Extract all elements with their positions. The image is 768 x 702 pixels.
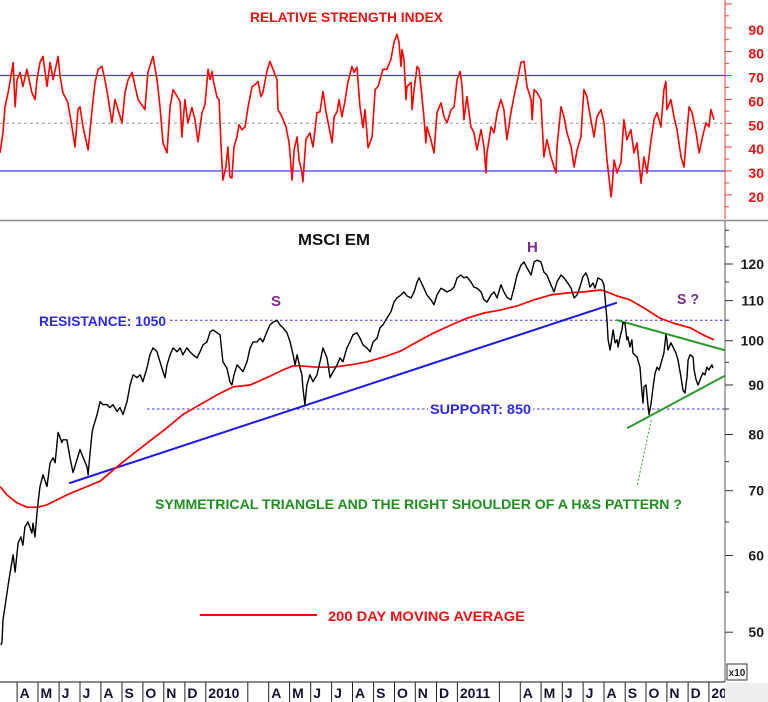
price-chart-title: MSCI EM: [298, 232, 370, 249]
axis-multiplier-badge: x10: [726, 663, 748, 681]
price-tick-label: 60: [748, 548, 764, 564]
rsi-tick-label: 80: [748, 46, 764, 62]
price-tick-label: 50: [748, 624, 764, 640]
price-tick-label: 70: [748, 483, 764, 499]
month-label: M: [292, 685, 304, 701]
support-label: SUPPORT: 850: [430, 401, 531, 417]
month-label: S: [125, 685, 134, 701]
month-label: 20: [711, 685, 727, 701]
month-label: J: [62, 685, 70, 701]
left-shoulder-label: S: [271, 293, 281, 310]
month-label: J: [83, 685, 91, 701]
price-tick-label: 90: [748, 377, 764, 393]
price-panel: 50 60 70 80 90 100 110 120 MSCI EM RESISTANCE: …: [0, 221, 764, 682]
month-label: D: [187, 685, 197, 701]
month-label: A: [103, 685, 113, 701]
rsi-tick-label: 20: [748, 189, 764, 205]
month-label: A: [607, 685, 617, 701]
month-label: S: [376, 685, 385, 701]
legend-ma-label: 200 DAY MOVING AVERAGE: [328, 608, 525, 624]
month-label: 2011: [460, 685, 491, 701]
rsi-tick-label: 50: [748, 117, 764, 133]
axis-corner: [725, 682, 768, 702]
price-tick-label: 100: [741, 333, 765, 349]
month-label: J: [334, 685, 342, 701]
month-label: A: [523, 685, 533, 701]
month-label: S: [628, 685, 637, 701]
time-axis: A M J J A S O N D 2010 A M J J A S O N D 2011 A M J J A S O N D 20: [0, 681, 768, 702]
month-label: N: [418, 685, 428, 701]
rsi-tick-label: 30: [748, 165, 764, 181]
month-label: N: [669, 685, 679, 701]
month-label: J: [565, 685, 573, 701]
rsi-tick-label: 40: [748, 141, 764, 157]
right-shoulder-label: S ?: [677, 291, 699, 308]
time-axis-ticks: A M J J A S O N D 2010 A M J J A S O N D 2011 A M J J A S O N D 20: [16, 682, 727, 702]
rsi-line: [0, 33, 715, 198]
msci-em-price-line: [0, 259, 714, 646]
month-label: A: [20, 685, 30, 701]
rsi-tick-label: 70: [748, 70, 764, 86]
triangle-upper-line: [616, 319, 725, 351]
resistance-label: RESISTANCE: 1050: [39, 313, 166, 329]
month-label: A: [355, 685, 365, 701]
triangle-lower-line: [626, 375, 725, 429]
rsi-title: RELATIVE STRENGTH INDEX: [250, 9, 444, 25]
month-label: M: [544, 685, 556, 701]
month-label: D: [439, 685, 449, 701]
month-label: N: [166, 685, 176, 701]
rsi-tick-label: 90: [748, 22, 764, 38]
pattern-note: SYMMETRICAL TRIANGLE AND THE RIGHT SHOUL…: [155, 496, 682, 512]
rsi-panel: 20 30 40 50 60 70 80 90 RELATIVE STRENGTH INDEX: [0, 0, 764, 219]
month-label: D: [691, 685, 701, 701]
month-label: M: [41, 685, 53, 701]
legend: 200 DAY MOVING AVERAGE: [200, 608, 525, 624]
multiplier-box: [726, 663, 748, 681]
head-label: H: [527, 239, 538, 256]
month-label: 2010: [208, 685, 239, 701]
note-pointer-line: [636, 419, 652, 487]
month-label: J: [313, 685, 321, 701]
month-label: J: [586, 685, 594, 701]
month-label: A: [271, 685, 281, 701]
price-axis-ticks: 50 60 70 80 90 100 110 120: [725, 229, 765, 640]
uptrend-support-line: [68, 301, 618, 484]
price-tick-label: 120: [741, 256, 765, 272]
rsi-axis-ticks: 20 30 40 50 60 70 80 90: [725, 3, 764, 208]
trendlines: [68, 301, 725, 484]
price-tick-label: 110: [741, 293, 764, 309]
month-label: O: [649, 685, 660, 701]
rsi-tick-label: 60: [748, 93, 764, 109]
price-tick-label: 80: [748, 427, 764, 443]
multiplier-label: x10: [729, 668, 746, 679]
support-label-background: [428, 401, 533, 417]
month-label: O: [397, 685, 408, 701]
month-label: O: [145, 685, 156, 701]
